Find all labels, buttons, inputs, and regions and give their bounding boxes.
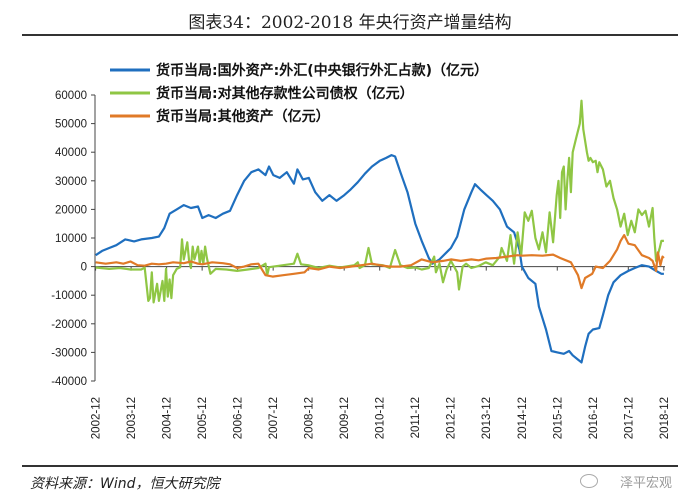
x-tick-label: 2015-12 <box>552 397 564 439</box>
y-tick-label: 30000 <box>55 176 87 188</box>
source-note: 资料来源：Wind，恒大研究院 <box>30 476 220 492</box>
series-line-1 <box>95 154 664 364</box>
watermark: 泽平宏观 <box>619 476 672 491</box>
y-tick-label: -40000 <box>51 376 87 388</box>
y-tick-label: -30000 <box>51 347 87 359</box>
x-tick-label: 2002-12 <box>91 397 103 439</box>
title-rule <box>22 34 678 36</box>
y-tick-label: -20000 <box>51 319 87 331</box>
x-tick-label: 2014-12 <box>517 397 529 439</box>
y-tick-label: 40000 <box>55 147 87 159</box>
y-tick-label: 60000 <box>55 90 87 102</box>
y-tick-label: 10000 <box>55 233 87 245</box>
x-tick-label: 2007-12 <box>268 397 280 439</box>
footer-rule <box>22 465 678 467</box>
y-tick-label: 50000 <box>55 119 87 131</box>
legend-label-3: 货币当局:其他资产（亿元） <box>155 108 330 125</box>
x-tick-label: 2011-12 <box>410 397 422 438</box>
x-tick-label: 2003-12 <box>126 397 138 439</box>
x-tick-label: 2013-12 <box>481 397 493 439</box>
x-tick-label: 2005-12 <box>197 397 209 439</box>
x-tick-label: 2012-12 <box>446 397 458 439</box>
x-tick-label: 2017-12 <box>623 397 635 439</box>
series-line-2 <box>95 99 664 304</box>
x-tick-label: 2010-12 <box>375 397 387 439</box>
x-tick-label: 2004-12 <box>162 397 174 439</box>
y-tick-label: 20000 <box>55 204 87 216</box>
x-tick-label: 2009-12 <box>339 397 351 439</box>
x-tick-label: 2018-12 <box>659 397 671 439</box>
x-tick-label: 2006-12 <box>233 397 245 439</box>
page-title: 图表34：2002-2018 年央行资产增量结构 <box>188 13 512 33</box>
wechat-icon <box>580 474 598 488</box>
x-tick-label: 2016-12 <box>588 397 600 439</box>
legend-label-1: 货币当局:国外资产:外汇(中央银行外汇占款)（亿元） <box>155 62 488 79</box>
y-tick-label: -10000 <box>51 290 87 302</box>
series-line-3 <box>95 234 665 290</box>
legend-label-2: 货币当局:对其他存款性公司债权（亿元） <box>155 85 414 102</box>
chart: 60000 50000 40000 30000 20000 10000 0 -10000 -20… <box>51 62 671 439</box>
x-tick-label: 2008-12 <box>304 397 316 439</box>
y-tick-label: 0 <box>81 262 87 274</box>
